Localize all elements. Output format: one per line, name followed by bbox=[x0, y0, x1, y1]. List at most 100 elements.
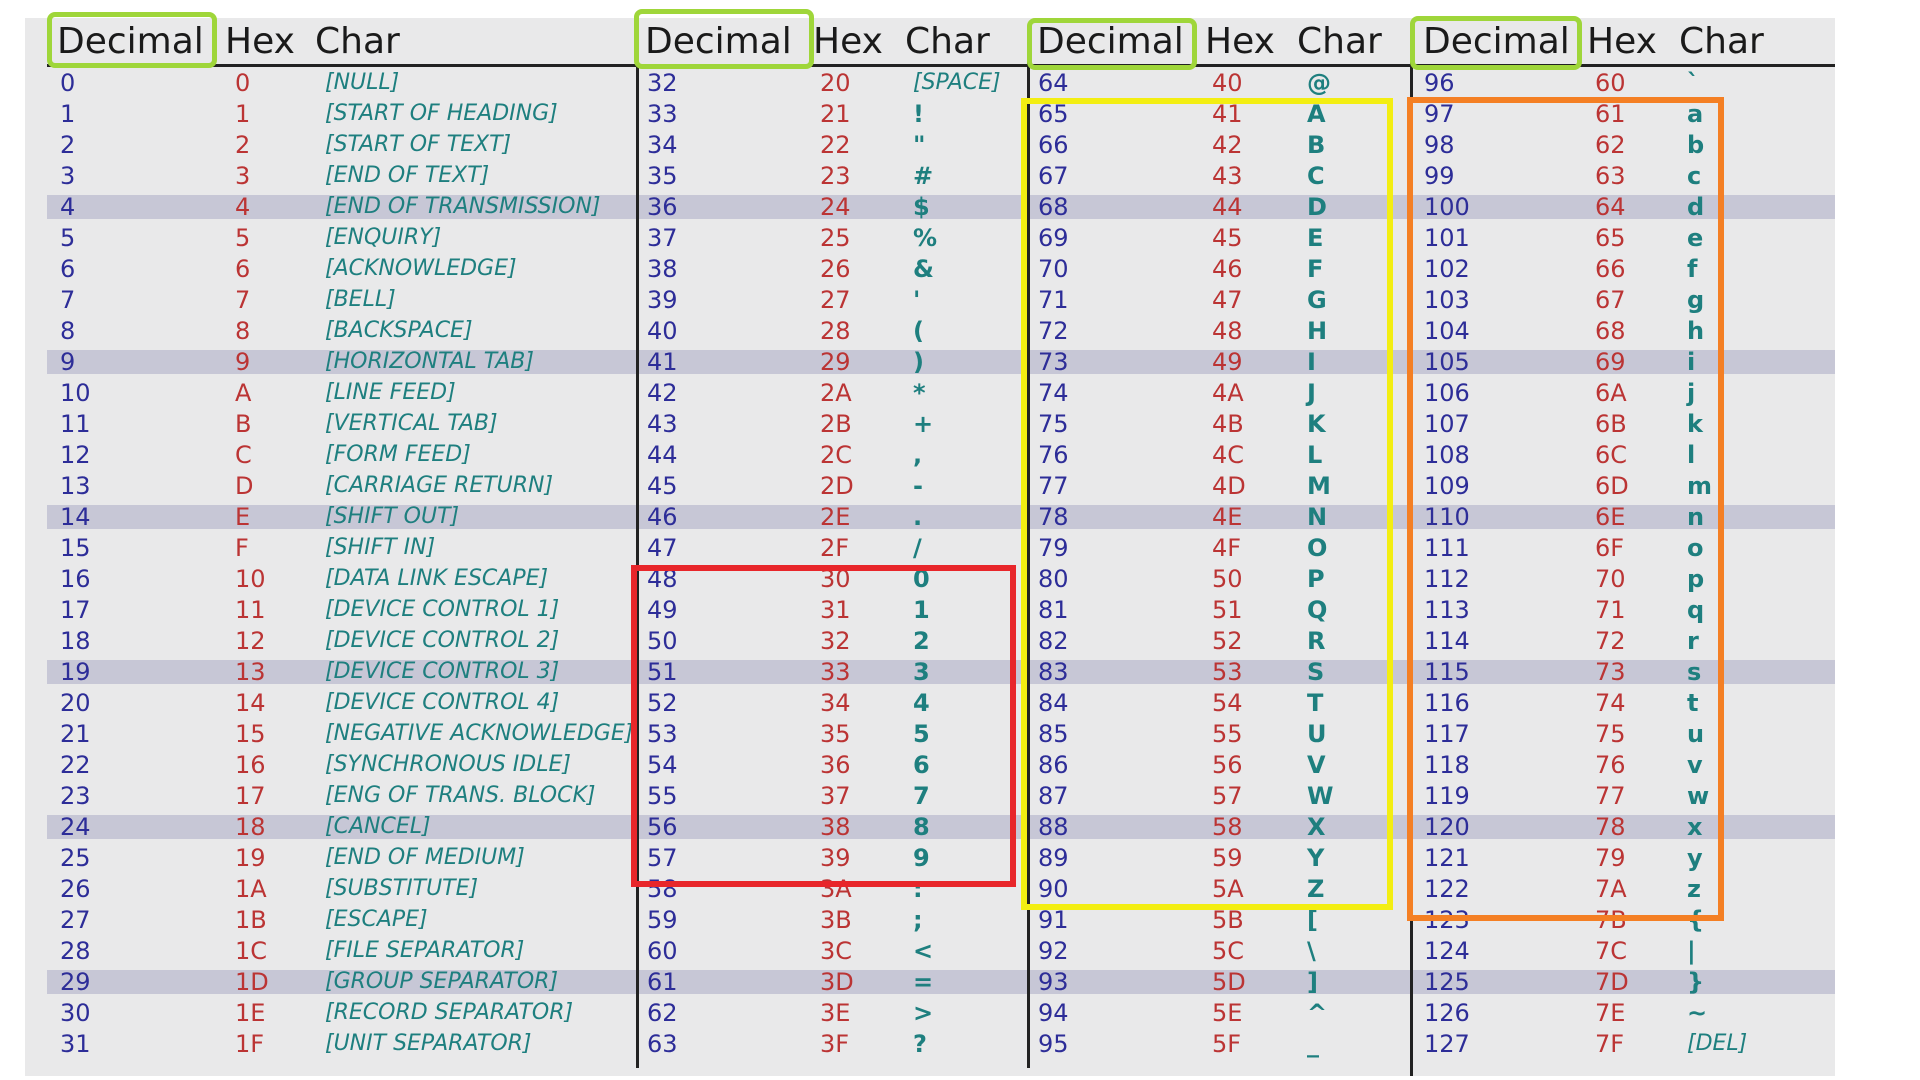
decimal-cell: 100 bbox=[1424, 193, 1470, 221]
char-cell: [VERTICAL TAB] bbox=[325, 411, 498, 436]
decimal-cell: 22 bbox=[60, 751, 91, 779]
decimal-cell: 68 bbox=[1038, 193, 1069, 221]
hex-cell: 6D bbox=[1595, 472, 1629, 500]
hex-cell: 58 bbox=[1212, 813, 1243, 841]
hex-cell: 42 bbox=[1212, 131, 1243, 159]
decimal-cell: 5 bbox=[60, 224, 76, 252]
decimal-cell: 60 bbox=[647, 937, 678, 965]
char-cell: H bbox=[1307, 317, 1328, 345]
decimal-cell: 83 bbox=[1038, 658, 1069, 686]
decimal-cell: 61 bbox=[647, 968, 678, 996]
char-cell: % bbox=[913, 224, 938, 252]
char-cell: 9 bbox=[913, 844, 930, 872]
char-cell: a bbox=[1687, 100, 1704, 128]
hex-cell: 79 bbox=[1595, 844, 1626, 872]
hex-cell: 17 bbox=[235, 782, 266, 810]
hex-cell: 6B bbox=[1595, 410, 1627, 438]
hex-cell: 38 bbox=[820, 813, 851, 841]
hex-cell: 4C bbox=[1212, 441, 1245, 469]
hex-cell: 1E bbox=[235, 999, 266, 1027]
hex-cell: 20 bbox=[820, 69, 851, 97]
header-decimal-3: Decimal bbox=[1037, 21, 1184, 62]
char-cell: 2 bbox=[913, 627, 930, 655]
decimal-cell: 18 bbox=[60, 627, 91, 655]
char-cell: , bbox=[913, 441, 923, 469]
char-cell: ; bbox=[913, 906, 923, 934]
hex-cell: 57 bbox=[1212, 782, 1243, 810]
decimal-cell: 80 bbox=[1038, 565, 1069, 593]
hex-cell: 6C bbox=[1595, 441, 1628, 469]
char-cell: [NULL] bbox=[325, 70, 400, 95]
header-rule-2 bbox=[660, 64, 1048, 67]
char-cell: [SYNCHRONOUS IDLE] bbox=[325, 752, 571, 777]
hex-cell: 23 bbox=[820, 162, 851, 190]
hex-cell: 1B bbox=[235, 906, 267, 934]
row-band bbox=[47, 350, 1835, 374]
hex-cell: 50 bbox=[1212, 565, 1243, 593]
hex-cell: 26 bbox=[820, 255, 851, 283]
hex-cell: 3F bbox=[820, 1030, 850, 1058]
char-cell: [DEVICE CONTROL 1] bbox=[325, 597, 560, 622]
decimal-cell: 109 bbox=[1424, 472, 1470, 500]
decimal-cell: 102 bbox=[1424, 255, 1470, 283]
decimal-cell: 85 bbox=[1038, 720, 1069, 748]
decimal-cell: 74 bbox=[1038, 379, 1069, 407]
hex-cell: 52 bbox=[1212, 627, 1243, 655]
char-cell: S bbox=[1307, 658, 1325, 686]
char-cell: [ACKNOWLEDGE] bbox=[325, 256, 517, 281]
char-cell: # bbox=[913, 162, 934, 190]
char-cell: y bbox=[1687, 844, 1703, 872]
decimal-cell: 10 bbox=[60, 379, 91, 407]
char-cell: x bbox=[1687, 813, 1703, 841]
hex-cell: 27 bbox=[820, 286, 851, 314]
char-cell: k bbox=[1687, 410, 1703, 438]
char-cell: : bbox=[913, 875, 923, 903]
decimal-cell: 67 bbox=[1038, 162, 1069, 190]
hex-cell: 75 bbox=[1595, 720, 1626, 748]
char-cell: U bbox=[1307, 720, 1327, 748]
decimal-cell: 44 bbox=[647, 441, 678, 469]
header-highlight-decimal-3 bbox=[1027, 18, 1197, 70]
decimal-cell: 101 bbox=[1424, 224, 1470, 252]
char-cell: o bbox=[1687, 534, 1704, 562]
hex-cell: 21 bbox=[820, 100, 851, 128]
header-char-3: Char bbox=[1297, 21, 1382, 62]
header-hex-2: Hex bbox=[813, 21, 883, 62]
hex-cell: 41 bbox=[1212, 100, 1243, 128]
decimal-cell: 21 bbox=[60, 720, 91, 748]
decimal-cell: 117 bbox=[1424, 720, 1470, 748]
char-cell: v bbox=[1687, 751, 1703, 779]
decimal-cell: 119 bbox=[1424, 782, 1470, 810]
decimal-cell: 20 bbox=[60, 689, 91, 717]
char-cell: j bbox=[1687, 379, 1696, 407]
header-rule-4 bbox=[1431, 64, 1835, 67]
hex-cell: 3A bbox=[820, 875, 852, 903]
decimal-cell: 86 bbox=[1038, 751, 1069, 779]
decimal-cell: 53 bbox=[647, 720, 678, 748]
hex-cell: 5E bbox=[1212, 999, 1243, 1027]
char-cell: ? bbox=[913, 1030, 927, 1058]
header-highlight-decimal-1 bbox=[47, 12, 217, 68]
hex-cell: 65 bbox=[1595, 224, 1626, 252]
hex-cell: 37 bbox=[820, 782, 851, 810]
decimal-cell: 110 bbox=[1424, 503, 1470, 531]
row-band bbox=[47, 660, 1835, 684]
decimal-cell: 11 bbox=[60, 410, 91, 438]
decimal-cell: 0 bbox=[60, 69, 76, 97]
decimal-cell: 32 bbox=[647, 69, 678, 97]
hex-cell: 19 bbox=[235, 844, 266, 872]
hex-cell: 39 bbox=[820, 844, 851, 872]
hex-cell: 6A bbox=[1595, 379, 1627, 407]
decimal-cell: 8 bbox=[60, 317, 76, 345]
decimal-cell: 71 bbox=[1038, 286, 1069, 314]
header-char-4: Char bbox=[1679, 21, 1764, 62]
hex-cell: 44 bbox=[1212, 193, 1243, 221]
decimal-cell: 31 bbox=[60, 1030, 91, 1058]
decimal-cell: 36 bbox=[647, 193, 678, 221]
char-cell: ( bbox=[913, 317, 924, 345]
hex-cell: 4A bbox=[1212, 379, 1244, 407]
decimal-cell: 59 bbox=[647, 906, 678, 934]
hex-cell: 53 bbox=[1212, 658, 1243, 686]
hex-cell: F bbox=[235, 534, 249, 562]
decimal-cell: 12 bbox=[60, 441, 91, 469]
